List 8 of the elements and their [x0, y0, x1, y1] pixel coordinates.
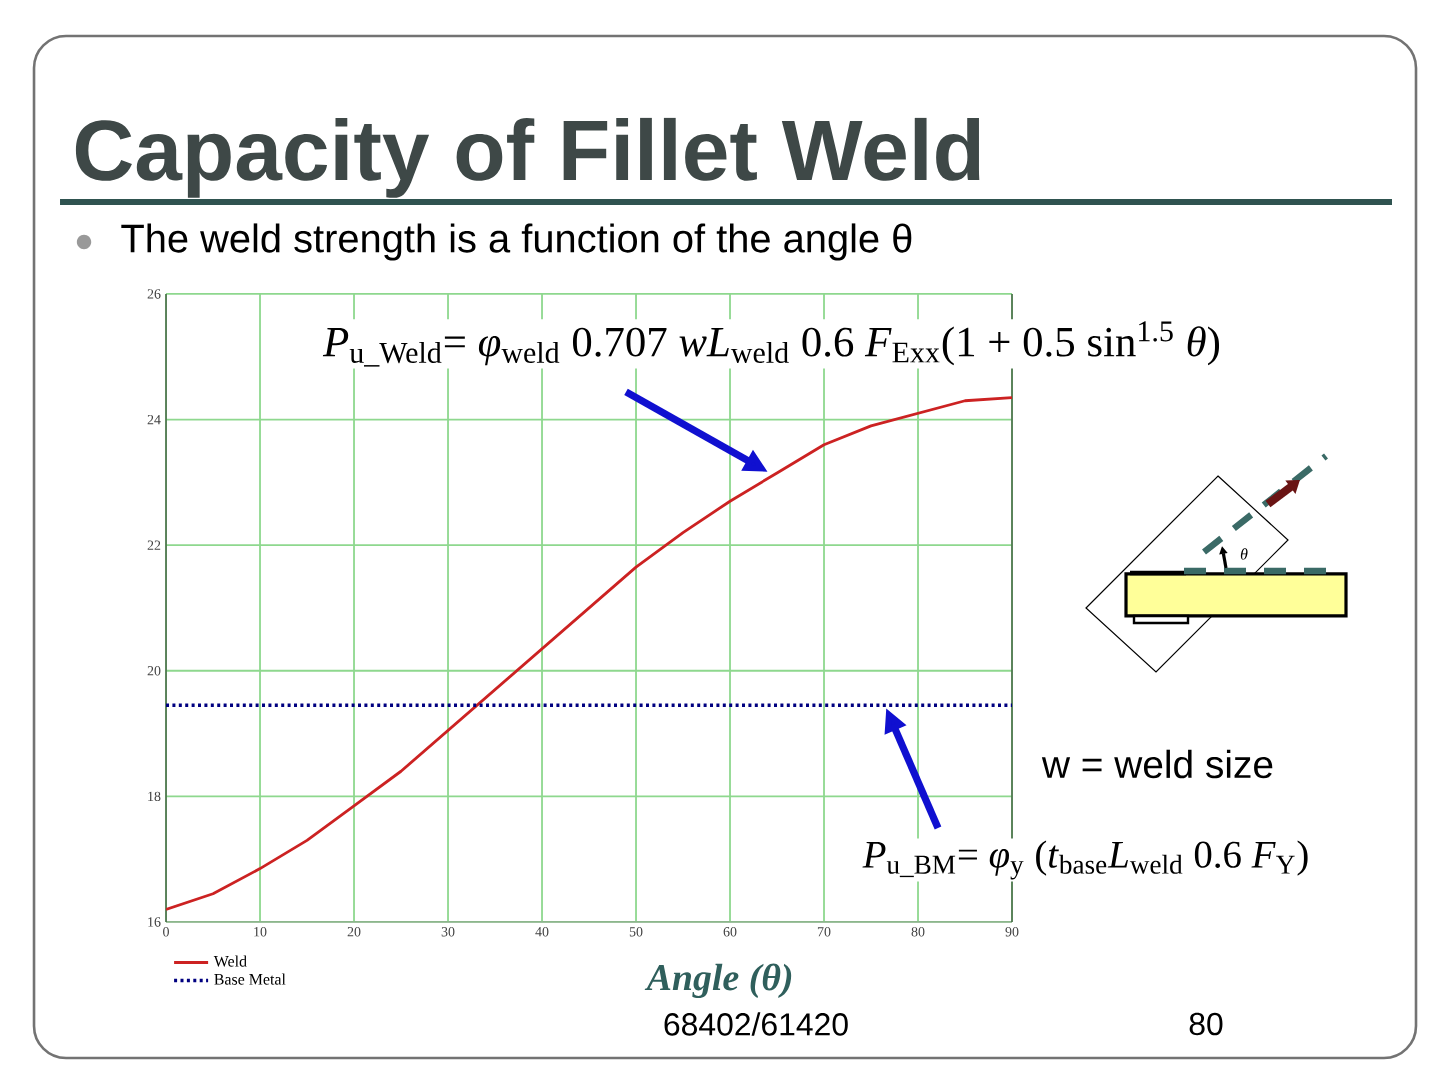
text: P$_{u_Weld}$= φ$_{weld}$ 0.707 wL$_{weld}$ 0.6 F$_{Exx}$(1 + 0.5 sin$^{1.5}$ θ) — [322, 321, 1220, 367]
text: P$_{u_BM}$= φ$_{y}$ (t$_{base}$L$_{weld}$ 0.6 F$_{Y}$) — [862, 840, 1308, 880]
text: w = weld size — [1041, 749, 1273, 779]
chart-title: Capacity of Fillet Weld — [75, 117, 980, 198]
text: 68402/61420 — [664, 1012, 848, 1036]
chart-subtitle: The weld strength is a function of the angle θ — [121, 223, 912, 261]
text: 80 — [1189, 1012, 1223, 1036]
x-axis-title: Angle (θ) — [644, 963, 792, 999]
